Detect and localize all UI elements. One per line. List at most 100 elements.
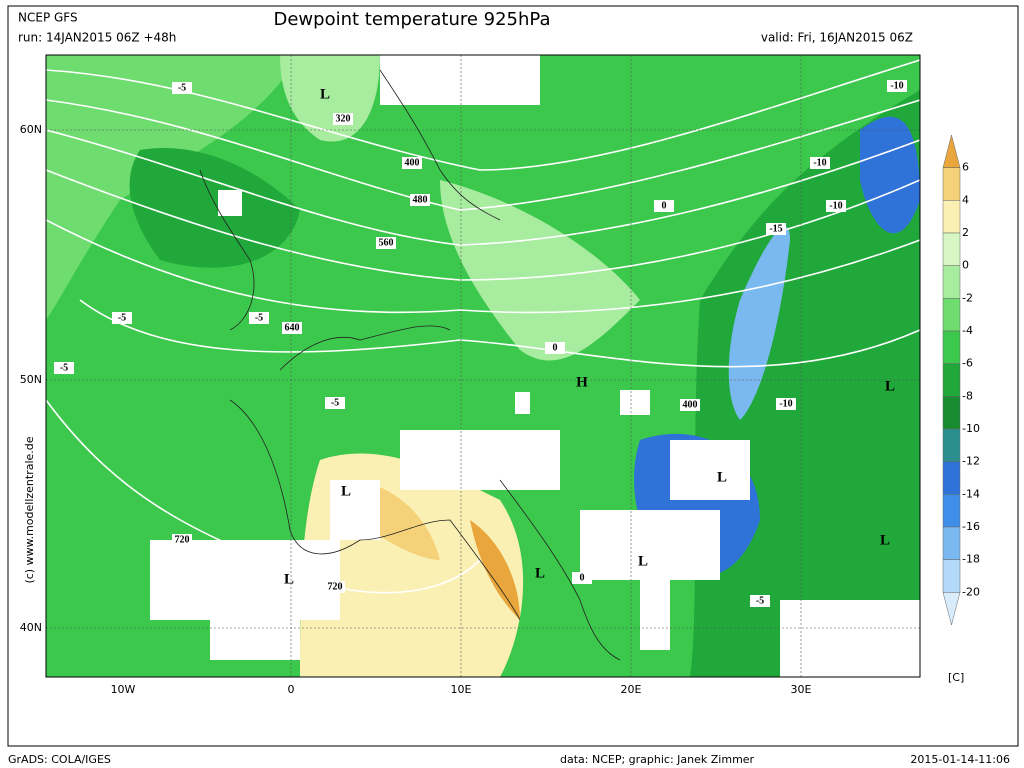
pressure-center: L <box>341 483 351 499</box>
run: run: 14JAN2015 06Z +48h <box>18 31 176 45</box>
field <box>440 180 640 361</box>
contour-label: -10 <box>779 398 792 409</box>
colorbar-label: 4 <box>962 193 969 206</box>
label-box <box>776 398 796 410</box>
colorbar-swatch <box>942 167 961 201</box>
colorbar-swatch <box>942 330 961 364</box>
label-box <box>826 200 846 212</box>
contour-label: 320 <box>336 113 351 124</box>
label-box <box>887 80 907 92</box>
field <box>728 226 790 420</box>
footer-center: data: NCEP; graphic: Janek Zimmer <box>560 753 755 766</box>
label-box <box>172 534 192 546</box>
contour-label: -10 <box>813 157 826 168</box>
colorbar-swatch <box>942 461 961 495</box>
colorbar-swatch <box>942 298 961 332</box>
colorbar-label: -2 <box>962 291 973 304</box>
footer-left: GrADS: COLA/IGES <box>8 753 111 766</box>
map <box>46 55 920 677</box>
colorbar-label: 2 <box>962 226 969 239</box>
pressure-center: L <box>284 571 294 587</box>
colorbar-label: -20 <box>962 585 980 598</box>
colorbar-label: -16 <box>962 520 980 533</box>
contour-label: -5 <box>331 397 339 408</box>
lon-label: 10W <box>111 683 136 696</box>
label-box <box>410 194 430 206</box>
contour-label: -15 <box>769 223 782 234</box>
contour-label: 400 <box>405 157 420 168</box>
label-box <box>402 157 422 169</box>
valid: valid: Fri, 16JAN2015 06Z <box>761 31 913 45</box>
lon-label: 10E <box>451 683 472 696</box>
colorbar-label: -4 <box>962 324 973 337</box>
graticule <box>46 55 920 677</box>
missing-data <box>150 55 920 677</box>
label-box <box>172 82 192 94</box>
label-box <box>54 362 74 374</box>
pressure-center: L <box>535 565 545 581</box>
colorbar-label: -10 <box>962 422 980 435</box>
lon-label: 20E <box>621 683 642 696</box>
colorbar-label: -8 <box>962 389 973 402</box>
outer-frame <box>7 5 1019 747</box>
lon-label: 30E <box>791 683 812 696</box>
colorbar-label: -12 <box>962 455 980 468</box>
contour-label: -10 <box>890 80 903 91</box>
colorbar-swatch <box>942 428 961 462</box>
contour-label: 560 <box>379 237 394 248</box>
contour-label: 0 <box>553 342 558 353</box>
pressure-center: L <box>880 532 890 548</box>
contour-label: 720 <box>328 581 343 592</box>
contour-label: -5 <box>255 312 263 323</box>
colorbar-swatch <box>942 200 961 234</box>
model: NCEP GFS <box>18 11 78 25</box>
colorbar-label: -14 <box>962 487 980 500</box>
contour-label: 400 <box>683 399 698 410</box>
contour-label: -5 <box>178 82 186 93</box>
colorbar-swatch <box>942 232 961 266</box>
field <box>129 148 300 268</box>
title: Dewpoint temperature 925hPa <box>274 9 551 30</box>
contour-label: 480 <box>413 194 428 205</box>
coastlines <box>199 69 621 661</box>
field <box>470 520 520 620</box>
label-box <box>680 399 700 411</box>
colorbar-swatch <box>942 396 961 430</box>
label-box <box>325 397 345 409</box>
colorbar-swatch <box>942 134 961 168</box>
label-box <box>766 223 786 235</box>
label-box <box>545 342 565 354</box>
colorbar-label: -6 <box>962 357 973 370</box>
pressure-center: L <box>320 86 330 102</box>
label-box <box>810 157 830 169</box>
label-box <box>333 113 353 125</box>
label-box <box>249 312 269 324</box>
pressure-center: L <box>885 378 895 394</box>
field <box>280 55 380 142</box>
colorbar-label: -18 <box>962 553 980 566</box>
label-box <box>572 572 592 584</box>
lat-label: 40N <box>20 621 42 634</box>
colorbar-swatch <box>942 265 961 299</box>
contour-label: 720 <box>175 534 190 545</box>
field <box>46 55 300 320</box>
pressure-center: L <box>638 553 648 569</box>
contour-label: -5 <box>756 595 764 606</box>
lon-label: 0 <box>288 683 295 696</box>
footer-right: 2015-01-14-11:06 <box>910 753 1010 766</box>
unit: [C] <box>948 671 964 684</box>
label-box <box>325 581 345 593</box>
label-box <box>750 595 770 607</box>
map-frame <box>45 54 921 678</box>
colorbar-swatch <box>942 363 961 397</box>
contour-label: -10 <box>829 200 842 211</box>
contour-label: -5 <box>60 362 68 373</box>
contour-label: -5 <box>118 312 126 323</box>
credit: (c) www.modellzentrale.de <box>23 436 36 583</box>
colorbar-swatch <box>942 592 961 626</box>
pressure-center: H <box>576 374 588 390</box>
label-box <box>376 237 396 249</box>
colorbar-label: 0 <box>962 259 969 272</box>
label-box <box>654 200 674 212</box>
